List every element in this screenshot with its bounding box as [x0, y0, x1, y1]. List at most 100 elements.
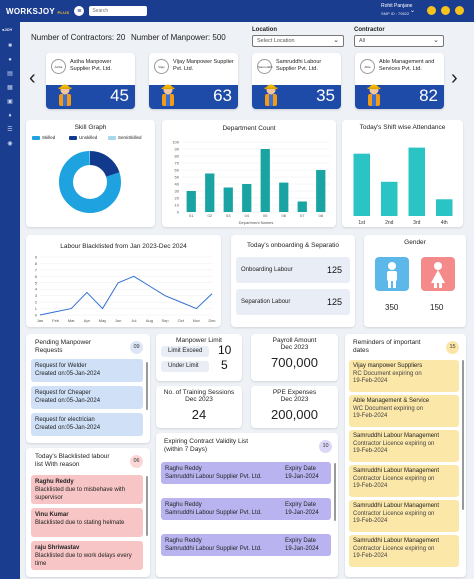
department-bar[interactable]	[279, 182, 289, 212]
onboarding-panel: Today's onboarding & Separatio Onboardin…	[231, 235, 355, 327]
onboarding-box: Onboarding Labour 125	[236, 257, 350, 283]
department-bar[interactable]	[186, 191, 196, 212]
limit-exceed-box: Limit Exceed	[161, 346, 209, 357]
contractor-card[interactable]: Samruddhi Samruddhi Labour Supplier Pvt. …	[252, 53, 341, 109]
y-tick-label: 8	[35, 261, 38, 266]
reminder-item[interactable]: Samruddhi Labour Management Contractor Li…	[349, 465, 459, 497]
female-icon	[431, 262, 445, 288]
y-tick-label: 20	[175, 196, 180, 201]
female-count: 150	[430, 303, 444, 312]
notification-icon[interactable]	[427, 6, 436, 15]
x-tick-label: 2nd	[385, 220, 394, 226]
expiring-name: Raghu Reddy	[165, 466, 202, 472]
training-title: No. of Training Sessions	[163, 389, 235, 396]
department-bar[interactable]	[297, 201, 307, 213]
contractor-card[interactable]: Vijay Vijay Manpower Supplier Pvt. Ltd. 63	[149, 53, 238, 109]
male-icon-box	[375, 257, 409, 291]
chevron-down-icon: ⌄	[333, 37, 339, 44]
carousel-prev-arrow[interactable]: ‹	[29, 67, 36, 89]
logo-sub-text: PLUS	[57, 9, 70, 15]
department-bar[interactable]	[223, 187, 233, 213]
pending-request-item[interactable]: Request for Welder Created on:05-Jan-2024	[31, 359, 143, 382]
sidebar-list-icon[interactable]: ☰	[7, 127, 13, 133]
reminders-scrollbar[interactable]	[462, 360, 464, 510]
reminder-item[interactable]: Samruddhi Labour Management Contractor Li…	[349, 500, 459, 532]
pending-request-item[interactable]: Request for Cheaper Created on:05-Jan-202…	[31, 386, 143, 409]
pending-scrollbar[interactable]	[146, 362, 148, 410]
department-bar[interactable]	[316, 170, 326, 212]
pending-request-date: Created on:05-Jan-2024	[35, 398, 101, 404]
expiring-name: Raghu Reddy	[165, 502, 202, 508]
manpower-limit-panel: Manpower Limit Limit Exceed 10 Under Lim…	[156, 334, 242, 381]
power-icon[interactable]	[441, 6, 450, 15]
app-logo[interactable]: WORKSJOY PLUS	[6, 7, 69, 16]
contractor-logo: Astha	[51, 59, 66, 74]
user-dropdown-icon[interactable]: ⌄	[410, 8, 416, 14]
gender-panel: Gender 350 150	[364, 235, 466, 327]
x-tick-label: 02	[208, 213, 213, 218]
department-bar[interactable]	[205, 173, 215, 213]
sidebar-calendar-icon[interactable]: ▦	[7, 85, 13, 91]
sidebar-like-icon[interactable]: ♦	[8, 113, 12, 119]
pending-request-date: Created on:05-Jan-2024	[35, 371, 101, 377]
pending-request-date: Created on:05-Jan-2024	[35, 425, 101, 431]
y-tick-label: 6	[35, 274, 38, 279]
reminder-item[interactable]: Samruddhi Labour Management Contractor Li…	[349, 430, 459, 462]
blacklisted-item[interactable]: Vinu Kumar Blacklisted due to stating hel…	[31, 508, 143, 537]
sidebar-document-icon[interactable]: ▣	[7, 99, 13, 105]
contractor-select[interactable]: All ⌄	[354, 35, 444, 47]
expiring-scrollbar[interactable]	[334, 463, 336, 521]
attendance-bar[interactable]	[353, 153, 371, 216]
attendance-bar[interactable]	[381, 181, 398, 216]
reminder-desc: Contractor Licence expiring on	[353, 440, 435, 447]
department-bar[interactable]	[260, 149, 270, 212]
department-count-panel: Department Count 0 10 20 30 40 50 60 70 80 90 100 0…	[162, 120, 336, 227]
attendance-bar[interactable]	[436, 199, 453, 216]
search-input[interactable]	[89, 6, 148, 16]
sidebar-users-icon[interactable]: ●	[8, 57, 12, 63]
expiring-label: Expiry Date	[285, 502, 317, 508]
male-icon	[387, 262, 397, 288]
worker-icon	[161, 84, 175, 106]
reminder-desc: Contractor Licence expiring on	[353, 510, 435, 517]
reminder-item[interactable]: Able Management & Service WC Document exp…	[349, 395, 459, 427]
x-tick-label: 03	[226, 213, 231, 218]
sidebar-dashboard-icon[interactable]: ■	[8, 43, 12, 49]
menu-icon[interactable]: ≡	[74, 6, 85, 16]
reminder-title: Samruddhi Labour Management	[353, 503, 440, 509]
manpower-limit-title: Manpower Limit	[176, 337, 222, 344]
reminder-item[interactable]: Vijay manpower Suppliers RC Document expi…	[349, 360, 459, 392]
pending-request-item[interactable]: Request for electrician Created on:05-Jan…	[31, 413, 143, 436]
y-tick-label: 100	[172, 140, 179, 145]
blacklisted-name: raju Shriwastav	[35, 545, 80, 551]
y-tick-label: 4	[35, 287, 38, 292]
blacklisted-scrollbar[interactable]	[146, 476, 148, 536]
department-bar[interactable]	[242, 184, 252, 212]
attendance-panel: Today's Shift wise Attendance 1st 2nd 3rd 4…	[342, 120, 463, 227]
attendance-bar[interactable]	[408, 147, 426, 216]
expiring-contract-item[interactable]: Raghu Reddy Samruddhi Labour Supplier Pvt…	[161, 498, 331, 520]
contractor-card[interactable]: Astha Astha Manpower Supplier Pvt. Ltd. 45	[46, 53, 135, 109]
contractor-card[interactable]: Able Able Management and Services Pvt. Lt…	[355, 53, 444, 109]
sidebar-globe-icon[interactable]: ◉	[7, 141, 13, 147]
reminder-item[interactable]: Samruddhi Labour Management Contractor Li…	[349, 535, 459, 567]
manpower-value: 500	[212, 33, 226, 42]
blacklisted-item[interactable]: raju Shriwastav Blacklisted due to work d…	[31, 541, 143, 570]
legend-skilled-label: Skilled	[42, 135, 56, 140]
expiring-contract-item[interactable]: Raghu Reddy Samruddhi Labour Supplier Pvt…	[161, 462, 331, 484]
y-tick-label: 5	[35, 280, 38, 285]
sidebar-reports-icon[interactable]: ▤	[7, 71, 13, 77]
pending-request-title: Request for Cheaper	[35, 390, 91, 396]
training-period: Dec 2023	[185, 396, 213, 403]
blacklisted-item[interactable]: Raghu Reddy Blacklisted due to misbehave …	[31, 475, 143, 504]
blacklisted-count-badge: 06	[130, 455, 143, 468]
location-select[interactable]: Select Location ⌄	[252, 35, 344, 47]
expiring-contract-item[interactable]: Raghu Reddy Samruddhi Labour Supplier Pvt…	[161, 534, 331, 556]
sidebar: ●JOY ■ ● ▤ ▦ ▣ ♦ ☰ ◉	[0, 22, 20, 579]
onboarding-title: Today's onboarding & Separatio	[247, 242, 339, 249]
carousel-next-arrow[interactable]: ›	[451, 67, 458, 89]
legend-semiskilled: SemiSkilled	[108, 135, 142, 140]
contractor-select-value: All	[359, 38, 366, 44]
user-info[interactable]: Rohit Panjane SMP ID : 79822	[381, 3, 412, 17]
settings-icon[interactable]	[455, 6, 464, 15]
